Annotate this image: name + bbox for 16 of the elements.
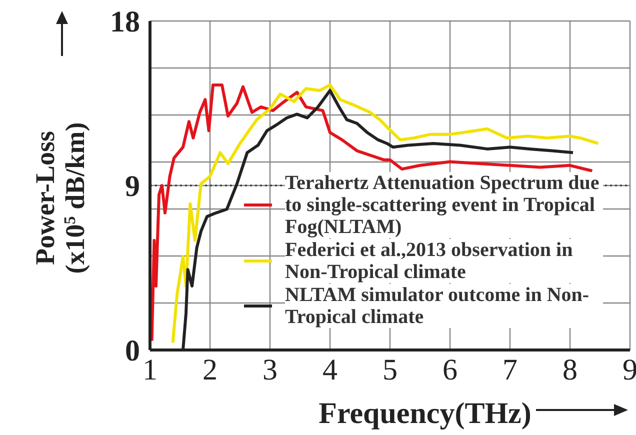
x-tick-label: 7 (502, 353, 518, 386)
legend-label: NLTAM simulator outcome in Non-Tropical climate (285, 284, 603, 328)
y-tick-label: 0 (125, 334, 140, 368)
x-tick-label: 4 (322, 353, 338, 386)
x-tick-label: 9 (622, 353, 636, 386)
x-tick-label: 8 (562, 353, 578, 386)
x-tick-label: 2 (202, 353, 218, 386)
x-tick-label: 1 (142, 353, 158, 386)
legend-label: Federici et al.,2013 observation in Non-Tropical climate (285, 239, 603, 283)
x-tick-label: 6 (442, 353, 458, 386)
y-tick-label: 18 (110, 6, 140, 39)
y-tick-label: 9 (125, 170, 140, 204)
x-tick-label: 5 (382, 353, 398, 386)
x-tick-label: 3 (262, 353, 278, 386)
legend-label: Terahertz Attenuation Spectrum due to single-scattering event in Tropical Fog(NLTAM) (285, 172, 603, 238)
x-axis-title: Frequency(THz) (318, 397, 532, 430)
